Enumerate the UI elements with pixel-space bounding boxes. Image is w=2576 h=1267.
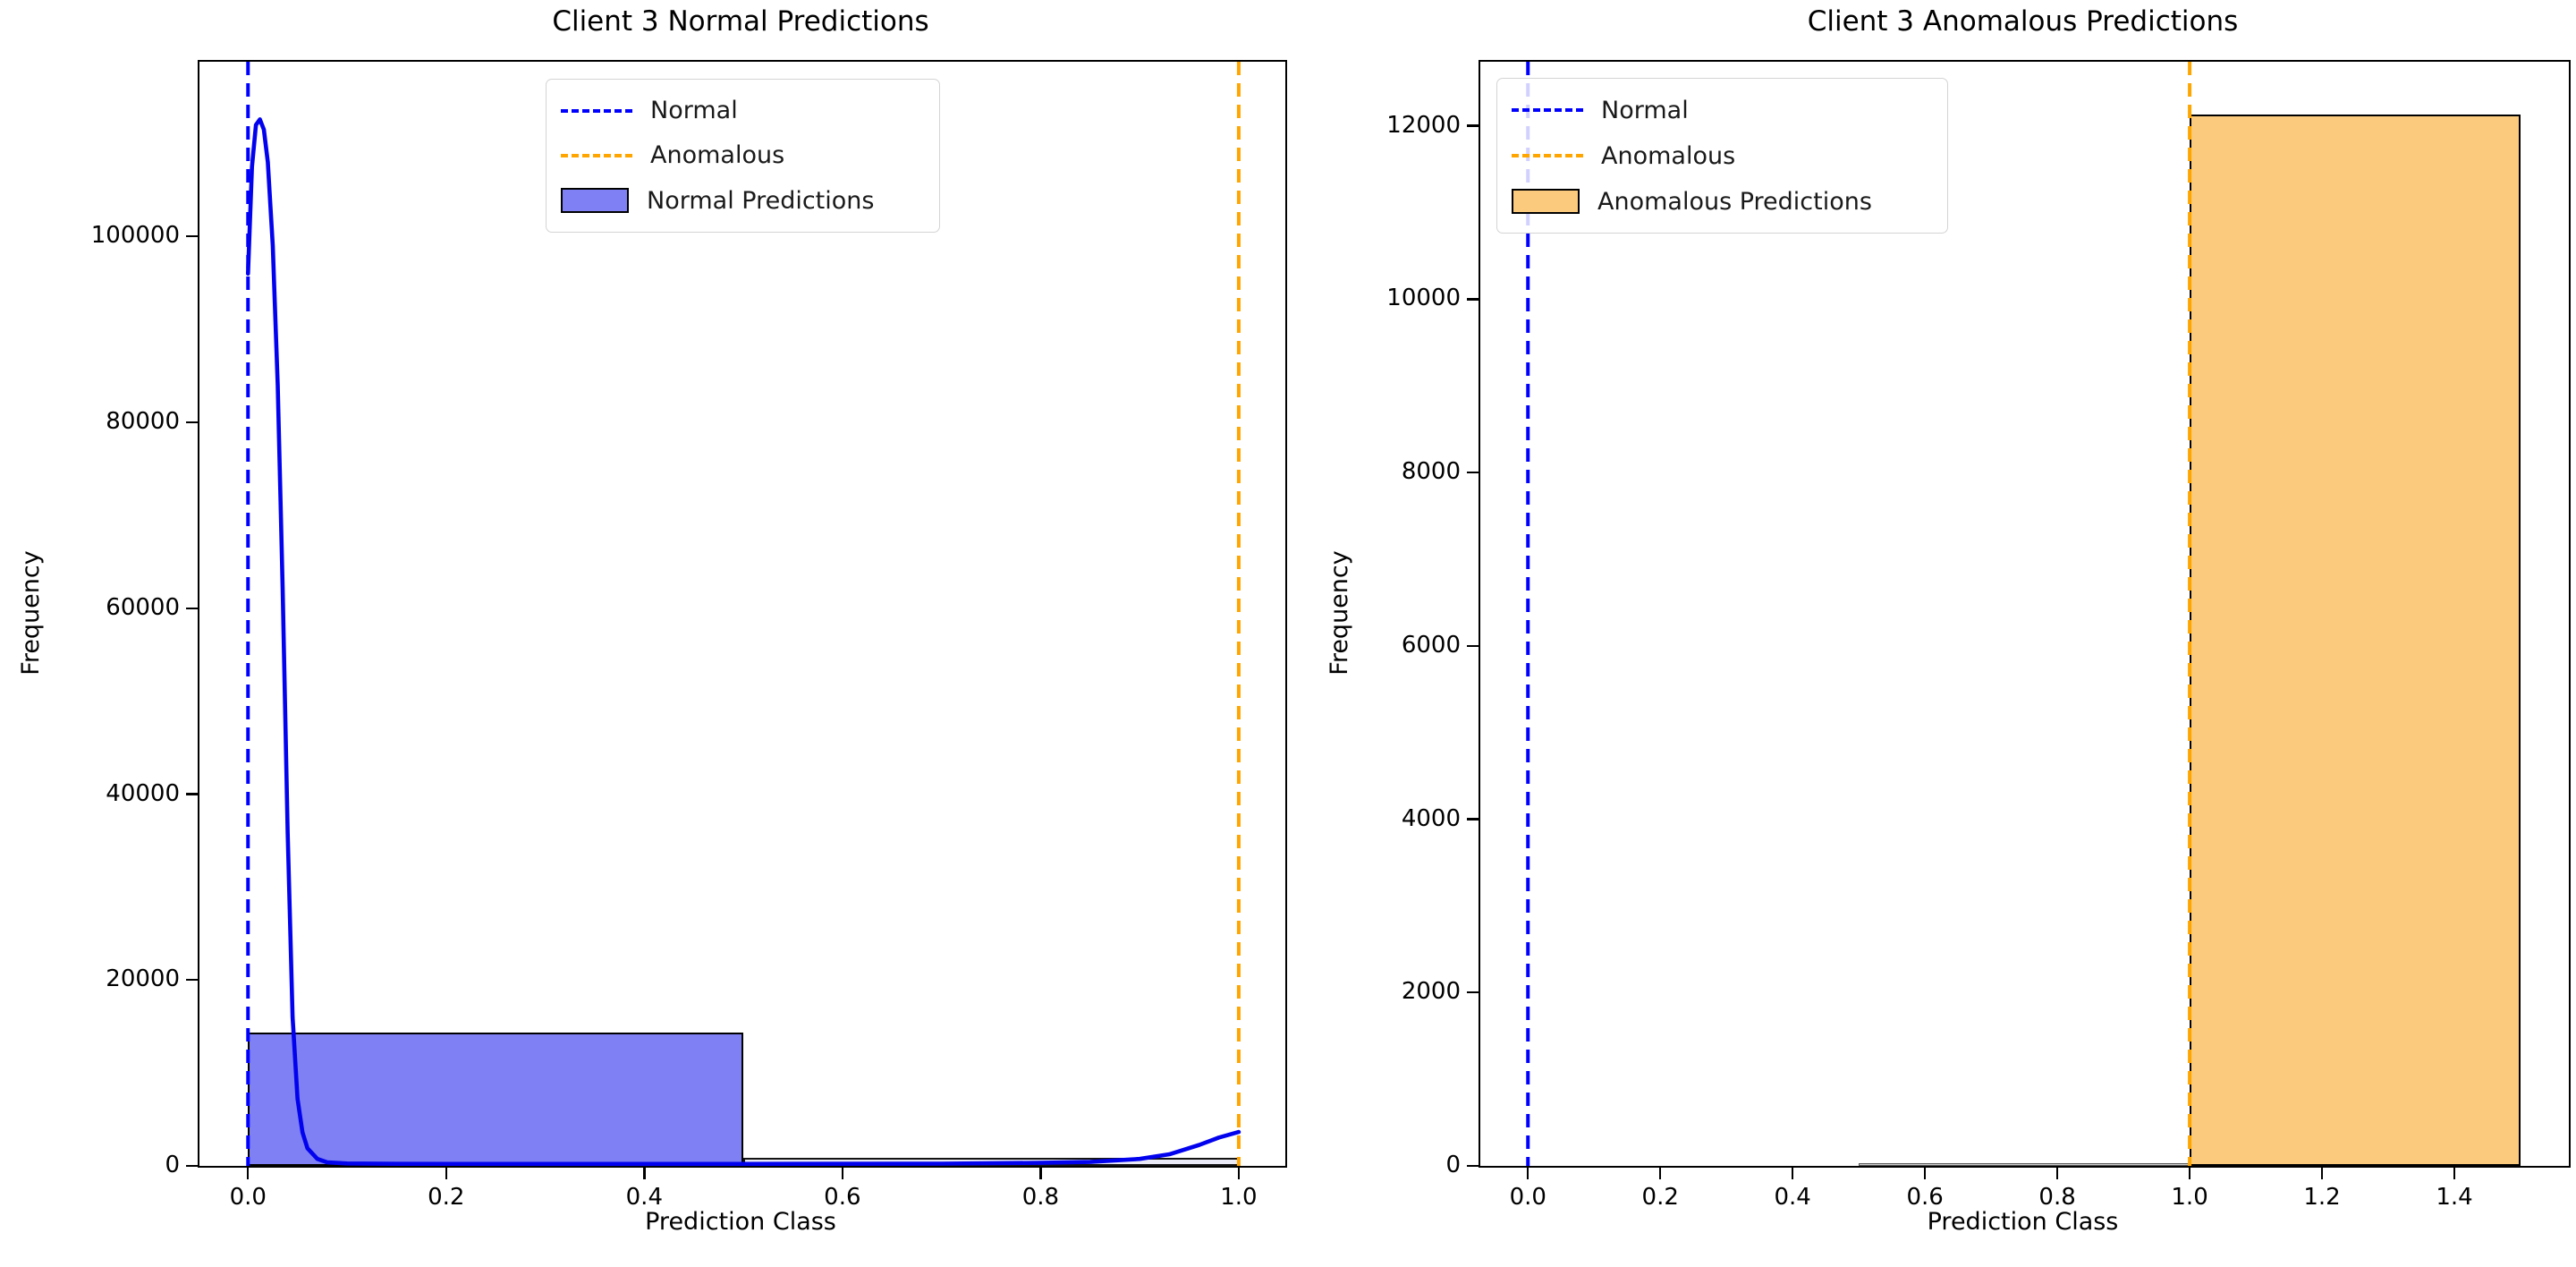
y-tick-mark bbox=[186, 793, 198, 795]
legend-item-label: Normal bbox=[1601, 96, 1689, 124]
y-tick-label: 10000 bbox=[1386, 285, 1461, 312]
x-tick-label: 1.4 bbox=[2436, 1184, 2473, 1211]
y-tick-label: 12000 bbox=[1386, 111, 1461, 139]
legend-item-label: Normal bbox=[650, 97, 738, 125]
x-tick-label: 1.0 bbox=[1220, 1184, 1258, 1211]
plot-overlay bbox=[245, 62, 1241, 1167]
x-axis-label-right: Prediction Class bbox=[1927, 1208, 2119, 1236]
legend-item: Anomalous bbox=[1512, 139, 1929, 173]
x-tick-mark bbox=[2188, 1168, 2191, 1179]
y-tick-label: 8000 bbox=[1401, 458, 1461, 486]
x-tick-label: 0.2 bbox=[428, 1184, 465, 1211]
legend-item-label: Normal Predictions bbox=[647, 186, 875, 215]
y-tick-label: 40000 bbox=[106, 779, 180, 807]
x-tick-label: 0.2 bbox=[1641, 1184, 1679, 1211]
y-tick-label: 0 bbox=[1445, 1152, 1461, 1178]
axes-right: 0.0 0.2 0.4 0.6 0.8 1.0 1.2 1.4 0 2000 4000 6000 800… bbox=[1386, 60, 2571, 1211]
x-tick-mark bbox=[2320, 1168, 2324, 1179]
y-tick-mark bbox=[1467, 298, 1479, 301]
legend-dashed-line-sample bbox=[561, 153, 632, 157]
axes-left: 0.0 0.2 0.4 0.6 0.8 1.0 0 20000 40000 60000 80000 1… bbox=[91, 60, 1287, 1211]
y-tick-label: 2000 bbox=[1401, 978, 1461, 1006]
legend-item: Anomalous Predictions bbox=[1512, 184, 1929, 218]
y-tick-label: 20000 bbox=[106, 965, 180, 993]
y-tick-mark bbox=[1467, 818, 1479, 821]
legend-item-label: Anomalous Predictions bbox=[1597, 187, 1872, 216]
x-tick-mark bbox=[445, 1168, 447, 1179]
y-tick-mark bbox=[1467, 124, 1479, 127]
legend: Normal Anomalous Anomalous Predictions bbox=[1496, 78, 1948, 234]
x-tick-mark bbox=[1039, 1168, 1042, 1179]
x-tick-label: 0.0 bbox=[229, 1184, 267, 1211]
legend-item-label: Anomalous bbox=[650, 141, 785, 170]
y-tick-mark bbox=[1467, 991, 1479, 994]
y-tick-label: 0 bbox=[165, 1152, 180, 1178]
y-tick-label: 80000 bbox=[106, 408, 180, 436]
x-axis-label-left: Prediction Class bbox=[645, 1208, 836, 1236]
x-tick-mark bbox=[247, 1168, 250, 1179]
x-tick-label: 1.0 bbox=[2171, 1184, 2208, 1211]
legend-item-label: Anomalous bbox=[1601, 141, 1736, 170]
x-tick-label: 0.0 bbox=[1509, 1184, 1546, 1211]
x-tick-label: 0.4 bbox=[625, 1184, 663, 1211]
y-tick-mark bbox=[186, 979, 198, 982]
x-tick-mark bbox=[1923, 1168, 1927, 1179]
legend-dashed-line-sample bbox=[1512, 154, 1583, 157]
x-tick-label: 0.6 bbox=[1906, 1184, 1944, 1211]
y-tick-mark bbox=[186, 607, 198, 609]
x-tick-mark bbox=[841, 1168, 844, 1179]
y-tick-mark bbox=[1467, 471, 1479, 474]
legend-dashed-line-sample bbox=[1512, 108, 1583, 112]
legend-patch-sample bbox=[561, 188, 629, 214]
y-axis-label-right: Frequency bbox=[1326, 550, 1353, 676]
legend-item: Normal bbox=[1512, 93, 1929, 127]
histogram-bar bbox=[2190, 115, 2521, 1166]
plot-overlay bbox=[1526, 62, 2192, 1166]
x-tick-label: 0.8 bbox=[2038, 1184, 2076, 1211]
legend: Normal Anomalous Normal Predictions bbox=[546, 79, 940, 233]
x-tick-label: 0.8 bbox=[1021, 1184, 1060, 1211]
legend-dashed-line-sample bbox=[561, 108, 632, 113]
page-title-left: Client 3 Normal Predictions bbox=[552, 5, 929, 38]
x-tick-mark bbox=[1527, 1168, 1530, 1179]
x-tick-mark bbox=[1791, 1168, 1794, 1179]
y-tick-mark bbox=[186, 1164, 198, 1168]
kde-curve bbox=[245, 117, 1241, 1167]
x-tick-mark bbox=[643, 1168, 646, 1179]
page-title-right: Client 3 Anomalous Predictions bbox=[1807, 5, 2239, 38]
legend-patch-sample bbox=[1512, 189, 1580, 214]
y-tick-mark bbox=[1467, 1164, 1479, 1168]
legend-item: Normal bbox=[561, 94, 921, 127]
y-tick-label: 6000 bbox=[1401, 631, 1461, 659]
x-tick-mark bbox=[1659, 1168, 1662, 1179]
legend-item: Normal Predictions bbox=[561, 184, 921, 217]
y-tick-label: 100000 bbox=[90, 222, 180, 250]
x-tick-mark bbox=[2453, 1168, 2456, 1179]
y-tick-mark bbox=[186, 235, 198, 238]
y-tick-label: 60000 bbox=[106, 593, 180, 621]
legend-item: Anomalous bbox=[561, 139, 921, 172]
y-tick-mark bbox=[1467, 644, 1479, 648]
x-tick-mark bbox=[2055, 1168, 2059, 1179]
x-tick-label: 0.4 bbox=[1774, 1184, 1811, 1211]
x-tick-label: 0.6 bbox=[824, 1184, 861, 1211]
y-tick-label: 4000 bbox=[1401, 804, 1461, 832]
x-tick-mark bbox=[1237, 1168, 1241, 1179]
y-tick-mark bbox=[186, 421, 198, 424]
x-tick-label: 1.2 bbox=[2303, 1184, 2341, 1211]
